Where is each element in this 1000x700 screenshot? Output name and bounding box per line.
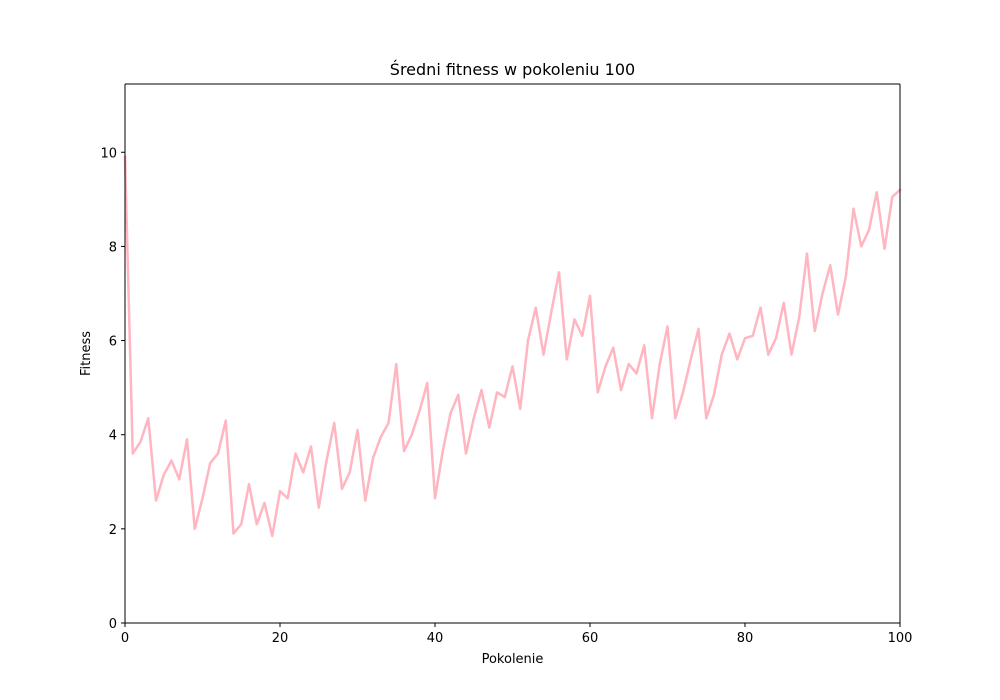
x-tick-label: 40 [427, 631, 444, 646]
x-tick-label: 80 [737, 631, 754, 646]
x-tick-label: 0 [121, 631, 129, 646]
y-tick-label: 2 [109, 523, 117, 538]
x-tick-label: 60 [582, 631, 599, 646]
series-line [123, 155, 902, 538]
x-tick-label: 100 [888, 631, 913, 646]
y-tick-label: 0 [109, 617, 117, 632]
x-tick-label: 20 [272, 631, 289, 646]
y-axis-label: Fitness [79, 331, 94, 376]
plot-area [123, 83, 902, 624]
y-axis-ticks: 0 2 4 6 8 10 [100, 146, 125, 632]
y-tick-label: 6 [109, 335, 117, 350]
y-tick-label: 8 [109, 240, 117, 255]
plot-frame [125, 84, 900, 623]
x-axis-ticks: 0 20 40 60 80 100 [121, 623, 913, 646]
y-tick-label: 10 [100, 146, 117, 161]
series-layer [123, 155, 902, 538]
y-tick-label: 4 [109, 429, 117, 444]
chart-title: Średni fitness w pokoleniu 100 [390, 60, 635, 79]
x-axis-label: Pokolenie [482, 652, 544, 667]
